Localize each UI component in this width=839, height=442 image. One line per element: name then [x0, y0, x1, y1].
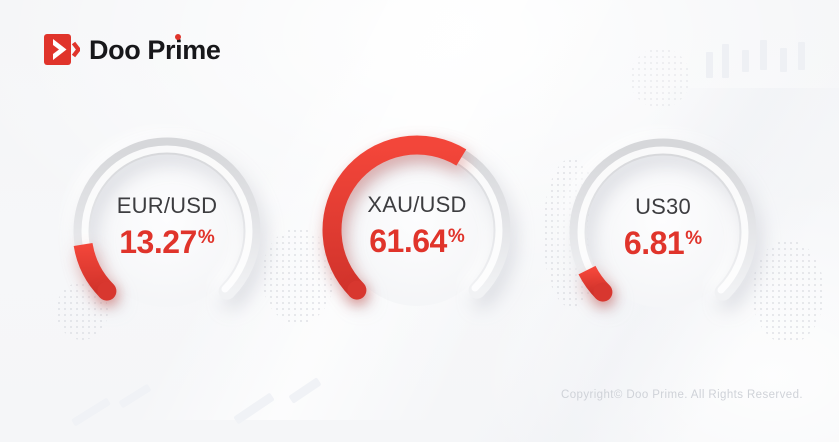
gauge-us30-dial — [569, 138, 757, 308]
gauge-text-block: US30 6.81% — [553, 194, 773, 260]
percent-sign: % — [685, 228, 703, 249]
gauge-inner-disc — [341, 154, 493, 306]
candlestick-decor — [780, 48, 787, 72]
zigzag-decor — [288, 377, 322, 404]
gauge-track-highlight — [81, 145, 253, 293]
candlestick-decor — [706, 52, 713, 78]
doo-prime-logo: Doo Prime — [44, 33, 221, 67]
gauge-value-number: 6.81 — [623, 225, 685, 261]
gauge-inner-disc — [91, 155, 243, 307]
gauge-value: 6.81% — [553, 222, 773, 260]
percent-sign: % — [197, 227, 215, 248]
candlestick-decor — [722, 44, 729, 78]
zigzag-decor — [233, 392, 275, 425]
candlestick-decor — [742, 50, 749, 72]
gauge-value-number: 61.64 — [369, 223, 447, 259]
zigzag-decor — [71, 397, 111, 427]
gauge-label: XAU/USD — [367, 192, 467, 217]
gauge-value-number: 13.27 — [119, 224, 197, 260]
halftone-dots-decor — [630, 48, 690, 108]
gauge-eur-usd-dial — [73, 137, 261, 307]
candlestick-decor — [760, 40, 767, 70]
copyright-text: Copyright© Doo Prime. All Rights Reserve… — [561, 389, 803, 401]
gauge-eur-usd: EUR/USD 13.27% — [57, 121, 277, 341]
logo-text: Doo Prime — [89, 34, 221, 65]
gauge-label: US30 — [635, 194, 691, 219]
percent-sign: % — [447, 226, 465, 247]
gauge-text-block: XAU/USD 61.64% — [307, 192, 527, 258]
candlestick-decor — [798, 42, 805, 70]
gauge-xau-usd: XAU/USD 61.64% — [307, 120, 527, 340]
gauge-text-block: EUR/USD 13.27% — [57, 193, 277, 259]
gauge-value-arc — [322, 135, 467, 297]
gauge-value-cap — [97, 281, 117, 301]
doo-prime-logo-mark-icon — [44, 34, 80, 65]
gauge-value-cap — [593, 282, 613, 302]
gauge-xau-usd-dial — [322, 135, 511, 306]
zigzag-decor — [118, 383, 152, 409]
gauge-label: EUR/USD — [116, 193, 218, 218]
gauge-inner-disc — [587, 156, 739, 308]
gauge-track-highlight — [577, 146, 749, 294]
gauge-value: 61.64% — [307, 220, 527, 258]
gauge-us30: US30 6.81% — [553, 122, 773, 342]
gauge-value: 13.27% — [57, 221, 277, 259]
gauge-value-cap — [347, 280, 367, 300]
